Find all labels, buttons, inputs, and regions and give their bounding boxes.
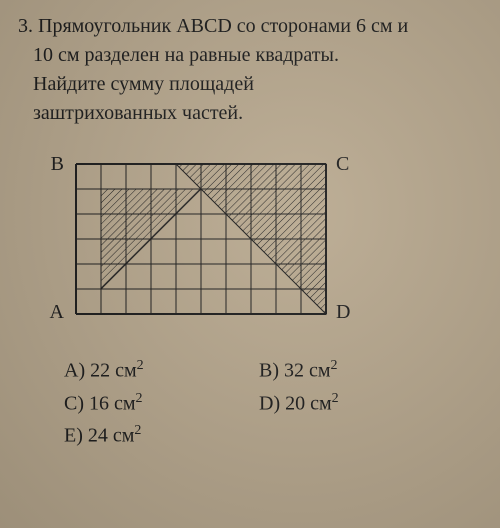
problem-line3: Найдите сумму площадей — [33, 73, 254, 95]
answer-b-exp: 2 — [331, 358, 338, 373]
svg-text:D: D — [336, 301, 350, 323]
figure: B C A D — [46, 146, 482, 336]
svg-text:A: A — [50, 301, 65, 323]
svg-text:B: B — [51, 153, 64, 175]
answer-e-text: E) 24 см — [64, 425, 134, 447]
answer-a-text: A) 22 см — [64, 360, 137, 382]
answer-b-text: B) 32 см — [259, 360, 331, 382]
answer-c: C) 16 см2 — [64, 391, 229, 416]
problem-line2: 10 см разделен на равные квадраты. — [33, 44, 339, 66]
answer-c-exp: 2 — [136, 391, 143, 406]
problem-line4: заштрихованных частей. — [33, 102, 243, 124]
answer-d-text: D) 20 см — [259, 392, 332, 414]
problem-number: 3. — [18, 15, 33, 37]
answer-d: D) 20 см2 — [259, 391, 424, 416]
svg-text:C: C — [336, 153, 349, 175]
answer-e: E) 24 см2 — [64, 423, 229, 448]
answer-e-exp: 2 — [134, 423, 141, 438]
grid-figure: B C A D — [46, 146, 356, 336]
answer-c-text: C) 16 см — [64, 392, 136, 414]
answer-d-exp: 2 — [332, 391, 339, 406]
problem-line1: Прямоугольник ABCD со сторонами 6 см и — [38, 15, 408, 37]
answer-a: A) 22 см2 — [64, 358, 229, 383]
answer-a-exp: 2 — [137, 358, 144, 373]
answer-b: B) 32 см2 — [259, 358, 424, 383]
answer-choices: A) 22 см2 B) 32 см2 C) 16 см2 D) 20 см2 … — [64, 358, 424, 448]
problem-text: 3. Прямоугольник ABCD со сторонами 6 см … — [18, 12, 482, 128]
